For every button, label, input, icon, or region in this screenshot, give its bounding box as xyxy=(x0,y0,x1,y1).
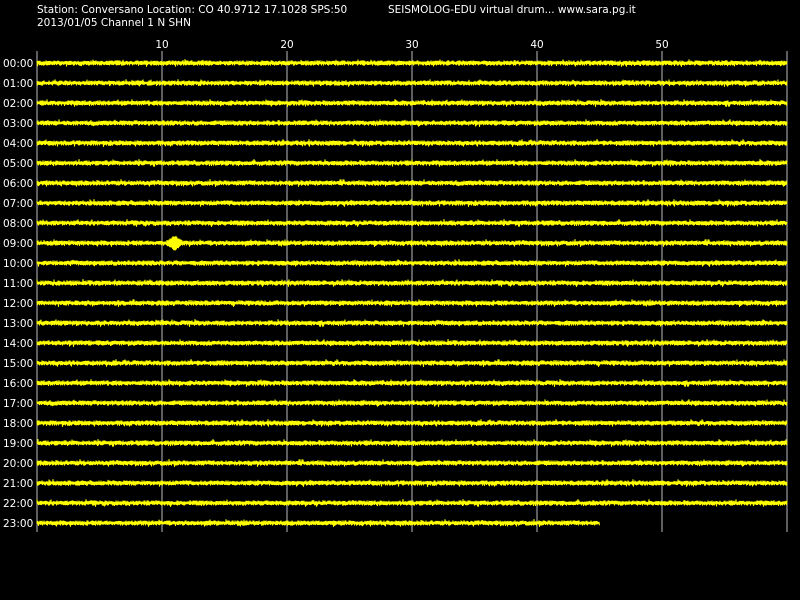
x-tick-label-10: 10 xyxy=(155,39,168,51)
trace-0800 xyxy=(36,219,788,227)
hour-labels: 00:00 01:00 02:00 03:00 04:00 05:00 06:00 07:00… xyxy=(3,58,33,530)
hour-label-1200: 12:00 xyxy=(3,298,33,310)
x-tick-label-40: 40 xyxy=(530,39,543,51)
trace-2300 xyxy=(36,519,600,527)
x-tick-label-20: 20 xyxy=(280,39,293,51)
hour-label-0700: 07:00 xyxy=(3,198,33,210)
hour-label-1300: 13:00 xyxy=(3,318,33,330)
x-tick-label-50: 50 xyxy=(655,39,668,51)
hour-label-0000: 00:00 xyxy=(3,58,33,70)
hour-label-0300: 03:00 xyxy=(3,118,33,130)
trace-2100 xyxy=(36,479,788,487)
hour-label-2000: 20:00 xyxy=(3,458,33,470)
trace-0400 xyxy=(36,139,788,147)
hour-label-1100: 11:00 xyxy=(3,278,33,290)
trace-1800 xyxy=(36,419,788,427)
trace-2200 xyxy=(36,499,788,507)
grid-layer xyxy=(36,51,788,532)
trace-2000 xyxy=(36,459,788,467)
station-info: Station: Conversano Location: CO 40.9712… xyxy=(37,4,348,16)
trace-0700 xyxy=(36,199,788,207)
trace-1900 xyxy=(36,439,788,447)
trace-1500 xyxy=(36,359,788,367)
hour-label-0800: 08:00 xyxy=(3,218,33,230)
trace-1700 xyxy=(36,399,788,407)
trace-0000 xyxy=(36,59,788,67)
traces xyxy=(36,59,788,527)
hour-label-2300: 23:00 xyxy=(3,518,33,530)
hour-label-1700: 17:00 xyxy=(3,398,33,410)
hour-label-1400: 14:00 xyxy=(3,338,33,350)
trace-0500 xyxy=(36,159,788,167)
x-tick-label-30: 30 xyxy=(405,39,418,51)
hour-label-0400: 04:00 xyxy=(3,138,33,150)
trace-1300 xyxy=(36,319,788,327)
hour-label-0200: 02:00 xyxy=(3,98,33,110)
hour-label-0500: 05:00 xyxy=(3,158,33,170)
trace-0200 xyxy=(36,99,788,107)
hour-label-1600: 16:00 xyxy=(3,378,33,390)
trace-1000 xyxy=(36,259,788,267)
x-tick-labels: 10 20 30 40 50 xyxy=(155,39,668,51)
trace-0900 xyxy=(36,235,788,251)
hour-label-2200: 22:00 xyxy=(3,498,33,510)
trace-1600 xyxy=(36,379,788,387)
hour-label-0600: 06:00 xyxy=(3,178,33,190)
hour-label-0100: 01:00 xyxy=(3,78,33,90)
hour-label-0900: 09:00 xyxy=(3,238,33,250)
hour-label-1800: 18:00 xyxy=(3,418,33,430)
trace-1100 xyxy=(36,279,788,287)
trace-0100 xyxy=(36,79,788,87)
app-info: SEISMOLOG-EDU virtual drum... www.sara.p… xyxy=(388,4,636,16)
hour-label-1900: 19:00 xyxy=(3,438,33,450)
trace-0600 xyxy=(36,179,788,187)
date-channel-info: 2013/01/05 Channel 1 N SHN xyxy=(37,17,191,29)
hour-label-1000: 10:00 xyxy=(3,258,33,270)
hour-label-1500: 15:00 xyxy=(3,358,33,370)
trace-0300 xyxy=(36,119,788,127)
trace-1200 xyxy=(36,299,788,307)
hour-label-2100: 21:00 xyxy=(3,478,33,490)
trace-1400 xyxy=(36,339,788,347)
